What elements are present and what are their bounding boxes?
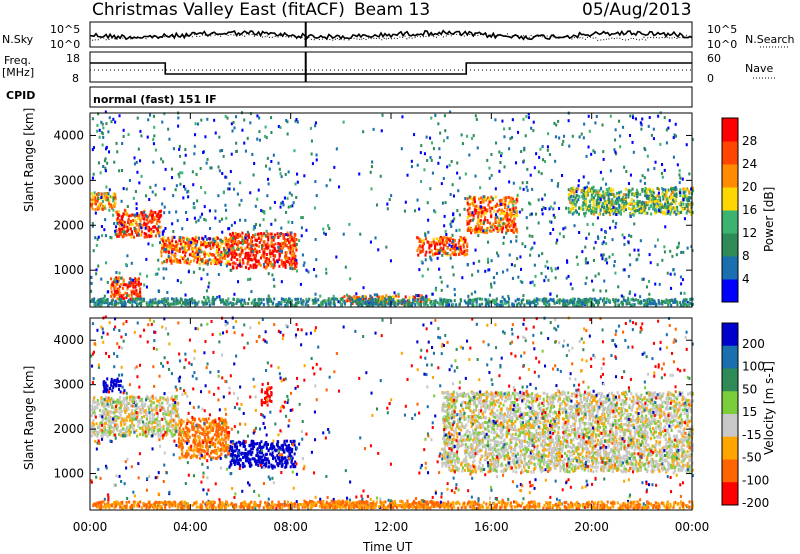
noise-left-tick-top: 10^5 xyxy=(50,23,81,36)
cpid-label: CPID xyxy=(6,89,36,102)
colorbar-segment-0-3 xyxy=(722,210,738,234)
x-axis-label: Time UT xyxy=(363,540,413,554)
colorbar-segment-1-5 xyxy=(722,436,738,460)
y-tick-label-1-2: 3000 xyxy=(53,378,84,392)
plot-title: Christmas Valley East (fitACF) xyxy=(92,0,345,20)
colorbar-tick-1-0: 200 xyxy=(742,337,765,351)
colorbar-tick-1-1: 100 xyxy=(742,360,765,374)
colorbar-segment-0-7 xyxy=(722,118,738,142)
y-tick-label-0-2: 3000 xyxy=(53,173,84,187)
y-tick-label-1-0: 1000 xyxy=(53,467,84,481)
colorbar-segment-1-6 xyxy=(722,459,738,483)
x-tick-label-5: 20:00 xyxy=(574,520,609,534)
colorbar-segment-1-4 xyxy=(722,414,738,438)
cpid-panel-frame xyxy=(89,86,693,108)
colorbar-frame-1 xyxy=(721,322,739,506)
x-tick-label-0: 00:00 xyxy=(73,520,108,534)
frequency-series xyxy=(90,62,692,75)
y-tick-label-1-1: 2000 xyxy=(53,422,84,436)
colorbar-segment-0-4 xyxy=(722,187,738,211)
y-tick-label-0-0: 1000 xyxy=(53,263,84,277)
nave-label: Nave xyxy=(745,62,774,75)
colorbar-tick-0-2: 12 xyxy=(742,226,757,240)
freq-tick-top: 18 xyxy=(66,52,80,65)
cpid-text: normal (fast) 151 IF xyxy=(93,93,217,106)
noise-sky-series xyxy=(90,29,693,41)
x-tick-label-4: 16:00 xyxy=(474,520,509,534)
noise-search-series xyxy=(89,32,693,42)
noise-sky-label: N.Sky xyxy=(2,33,34,46)
colorbar-tick-1-3: 15 xyxy=(742,405,757,419)
colorbar-tick-1-6: -100 xyxy=(742,473,769,487)
freq-unit-label: [MHz] xyxy=(2,66,35,79)
colorbar-tick-0-3: 16 xyxy=(742,203,757,217)
colorbar-tick-0-1: 8 xyxy=(742,249,750,263)
colorbar-segment-0-5 xyxy=(722,164,738,188)
beam-label: Beam 13 xyxy=(354,0,431,20)
colorbar-tick-1-7: -200 xyxy=(742,496,769,510)
colorbar-segment-0-1 xyxy=(722,256,738,280)
x-tick-label-1: 04:00 xyxy=(173,520,208,534)
x-tick-label-3: 12:00 xyxy=(374,520,409,534)
colorbar-segment-1-1 xyxy=(722,345,738,369)
colorbar-segment-0-2 xyxy=(722,233,738,257)
colorbar-tick-0-5: 24 xyxy=(742,157,757,171)
colorbar-segment-0-0 xyxy=(722,279,738,303)
y-tick-label-0-3: 4000 xyxy=(53,128,84,142)
colorbar-tick-0-4: 20 xyxy=(742,180,757,194)
noise-right-tick-top: 10^5 xyxy=(707,23,738,36)
noise-right-tick-bottom: 10^0 xyxy=(707,38,738,51)
colorbar-segment-1-3 xyxy=(722,391,738,415)
freq-label: Freq. xyxy=(4,54,32,67)
freq-panel-frame xyxy=(89,51,693,83)
colorbar-tick-0-0: 4 xyxy=(742,272,750,286)
noise-left-tick-bottom: 10^0 xyxy=(50,38,81,51)
colorbar-tick-1-5: -50 xyxy=(742,451,762,465)
power-panel-frame xyxy=(89,112,693,308)
colorbar-tick-0-6: 28 xyxy=(742,134,757,148)
noise-search-label: N.Search xyxy=(745,33,795,46)
y-tick-label-0-1: 2000 xyxy=(53,218,84,232)
noise-panel-frame xyxy=(89,21,693,48)
colorbar-tick-1-2: 50 xyxy=(742,382,757,396)
freq-tick-bottom: 8 xyxy=(72,72,79,85)
velocity-heatmap-cells xyxy=(90,315,695,510)
colorbar-segment-1-0 xyxy=(722,323,738,347)
colorbar-tick-1-4: -15 xyxy=(742,428,762,442)
colorbar-frame-0 xyxy=(721,117,739,303)
nave-tick-bottom: 0 xyxy=(707,72,714,85)
y-tick-label-1-3: 4000 xyxy=(53,333,84,347)
colorbar-segment-1-7 xyxy=(722,482,738,506)
colorbar-segment-1-2 xyxy=(722,368,738,392)
x-tick-label-6: 00:00 xyxy=(675,520,710,534)
power-heatmap-cells xyxy=(90,110,695,307)
date-label: 05/Aug/2013 xyxy=(582,0,692,20)
colorbar-segment-0-6 xyxy=(722,141,738,165)
x-tick-label-2: 08:00 xyxy=(273,520,308,534)
nave-tick-top: 60 xyxy=(707,52,721,65)
